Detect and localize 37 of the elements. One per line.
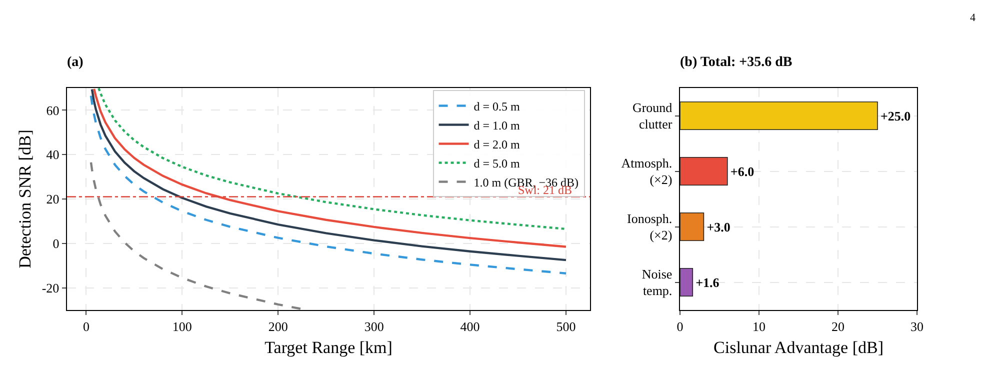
y-tick-label: 20 <box>46 192 60 207</box>
x-tick-label: 10 <box>752 318 766 334</box>
data-label: +25.0 <box>880 108 911 124</box>
bar <box>680 156 728 186</box>
x-tick-label: 200 <box>268 318 288 334</box>
x-tick-label: 30 <box>910 318 924 334</box>
x-tick-label: 0 <box>676 318 684 334</box>
legend-label: d = 5.0 m <box>474 156 521 170</box>
y-tick-label: 60 <box>46 102 60 118</box>
x-tick-label: 400 <box>460 318 480 334</box>
x-tick-label: 100 <box>172 318 192 334</box>
data-label: +1.6 <box>696 274 720 290</box>
data-label: +3.0 <box>706 219 730 234</box>
chart-title: (a) <box>67 55 84 70</box>
y-tick-label: Noise temp. <box>642 266 672 298</box>
x-tick-label: 500 <box>556 318 576 334</box>
y-tick-label: Ionosph. (×2) <box>627 210 672 243</box>
y-tick-label: Ground clutter <box>632 100 673 132</box>
legend-label: d = 2.0 m <box>474 137 521 152</box>
y-tick-label: -20 <box>42 280 60 296</box>
y-tick-label: 0 <box>52 236 60 251</box>
data-label: +6.0 <box>730 164 754 179</box>
y-tick-label: Atmosph. (×2) <box>621 155 672 188</box>
x-tick-label: 300 <box>364 318 384 334</box>
y-axis-title: Detection SNR [dB] <box>16 130 35 268</box>
x-tick-label: 20 <box>832 318 844 334</box>
x-tick-label: 0 <box>82 318 90 334</box>
x-axis-title: Target Range [km] <box>264 338 392 358</box>
y-tick-label: 40 <box>46 147 60 162</box>
legend-label: d = 1.0 m <box>474 118 521 132</box>
bar <box>680 101 878 130</box>
bar <box>680 268 694 297</box>
bar <box>680 212 704 242</box>
chart-title: (b) Total: +35.6 dB <box>680 55 792 70</box>
x-axis-title: Cislunar Advantage [dB] <box>714 338 884 358</box>
legend-label: d = 0.5 m <box>474 99 521 114</box>
text: 4 <box>970 12 976 24</box>
